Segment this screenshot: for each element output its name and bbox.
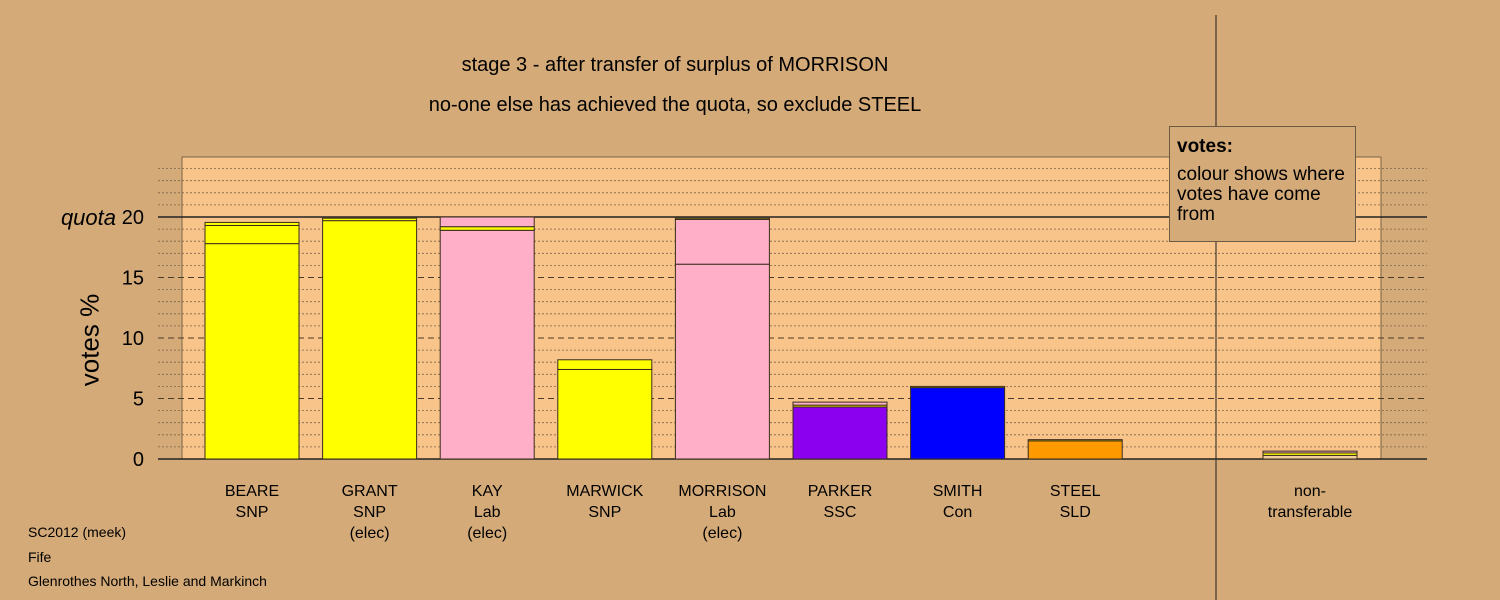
x-tick-label: SNP — [236, 504, 269, 521]
bar-segment — [204, 243, 300, 460]
x-tick-label: transferable — [1268, 504, 1353, 521]
legend-text: colour shows where votes have come from — [1177, 164, 1345, 225]
bar-segment — [1262, 454, 1358, 460]
bar-segment — [1027, 439, 1123, 442]
x-tick-label: GRANT — [342, 483, 398, 500]
bar-segment — [204, 221, 300, 226]
footer-election: SC2012 (meek) — [28, 524, 127, 540]
bar-segment — [910, 387, 1006, 460]
x-tick-label: SLD — [1060, 504, 1091, 521]
bar-segment — [674, 217, 770, 220]
bar-segment — [674, 263, 770, 460]
x-tick-label: SNP — [588, 504, 621, 521]
x-tick-label: (elec) — [702, 525, 742, 542]
x-tick-label: (elec) — [350, 525, 390, 542]
x-tick-label: MARWICK — [566, 483, 643, 500]
chart-title: stage 3 - after transfer of surplus of M… — [461, 54, 889, 76]
x-tick-label: MORRISON — [678, 483, 766, 500]
bar-segment — [792, 401, 888, 406]
bar-segment — [557, 359, 653, 370]
x-tick-label: STEEL — [1050, 483, 1101, 500]
footer-ward: Glenrothes North, Leslie and Markinch — [28, 573, 267, 589]
bar-segment — [557, 368, 653, 460]
chart-subtitle: no-one else has achieved the quota, so e… — [428, 94, 922, 116]
y-tick-label: 0 — [133, 449, 144, 471]
y-tick-label: 15 — [122, 268, 144, 290]
bar-segment — [204, 224, 300, 245]
y-axis-label: votes % — [74, 293, 105, 387]
bar-segment — [439, 216, 535, 228]
x-tick-label: SMITH — [933, 483, 983, 500]
x-tick-label: (elec) — [467, 525, 507, 542]
bar-segment — [1262, 450, 1358, 454]
x-tick-label: SNP — [353, 504, 386, 521]
bar-segment — [439, 229, 535, 460]
x-tick-label: PARKER — [808, 483, 873, 500]
y-tick-label: 10 — [122, 328, 144, 350]
x-tick-label: Con — [943, 504, 972, 521]
footer-council: Fife — [28, 549, 52, 565]
x-tick-label: Lab — [709, 504, 736, 521]
x-tick-label: KAY — [472, 483, 503, 500]
bar-segment — [439, 226, 535, 231]
bar-segment — [1027, 440, 1123, 460]
legend-box: votes: colour shows where votes have com… — [1169, 126, 1356, 242]
bar-segment — [322, 217, 418, 222]
bar-segment — [322, 220, 418, 460]
x-tick-label: Lab — [474, 504, 501, 521]
y-tick-label: 5 — [133, 389, 144, 411]
x-tick-label: non- — [1294, 483, 1326, 500]
y-tick-label: 20 — [122, 207, 144, 229]
x-tick-label: BEARE — [225, 483, 279, 500]
legend-heading: votes: — [1177, 136, 1233, 157]
bar-segment — [792, 406, 888, 460]
bar-segment — [674, 218, 770, 265]
x-tick-label: SSC — [824, 504, 857, 521]
bar-segment — [910, 385, 1006, 389]
quota-label: quota — [61, 205, 116, 230]
